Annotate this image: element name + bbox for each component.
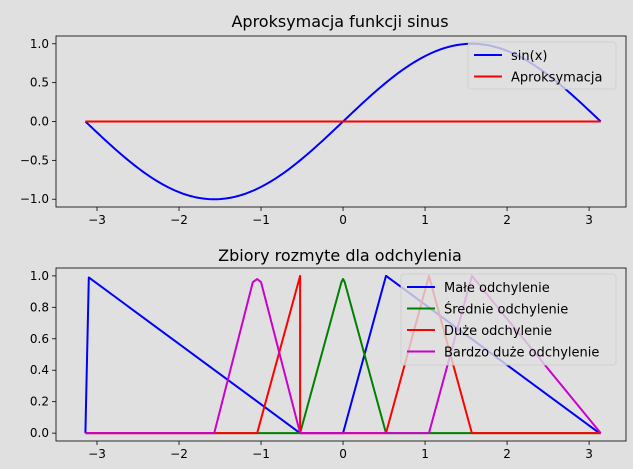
- legend-box: [467, 41, 617, 90]
- y-tick-label: 0.8: [30, 300, 49, 314]
- x-tick-label: 3: [585, 213, 593, 227]
- x-tick-label: 2: [503, 447, 511, 461]
- x-tick-label: 0: [339, 447, 347, 461]
- x-tick-label: 1: [421, 213, 429, 227]
- y-tick-label: 0.2: [30, 395, 49, 409]
- legend-entry: Małe odchylenie: [444, 281, 550, 296]
- x-tick-label: −1: [252, 447, 270, 461]
- subplot-sine-approximation: Aproksymacja funkcji sinus −3 −2 −1 0 1 2 3 −1.…: [20, 12, 627, 227]
- axes-frame: [55, 35, 627, 208]
- legend-entry: Średnie odchylenie: [444, 302, 568, 318]
- y-tick-label: −1.0: [20, 192, 49, 206]
- y-tick-label: 0.0: [30, 115, 49, 129]
- y-tick-label: 0.5: [30, 76, 49, 90]
- chart-title: Zbiory rozmyte dla odchylenia: [218, 246, 462, 265]
- y-tick-label: 0.6: [30, 332, 49, 346]
- legend-entry: Aproksymacja: [511, 71, 603, 86]
- legend-entry: sin(x): [511, 49, 547, 64]
- x-tick-label: 0: [339, 213, 347, 227]
- x-tick-label: 3: [585, 447, 593, 461]
- tick-group: −3 −2 −1 0 1 2 3 0.0 0.2 0.4 0.6 0.8 1.0: [30, 269, 593, 461]
- subplot-fuzzy-sets: Zbiory rozmyte dla odchylenia −3 −2 −1 0 1 2 3…: [30, 246, 627, 461]
- y-tick-label: 1.0: [30, 269, 49, 283]
- y-tick-label: 0.4: [30, 363, 49, 377]
- tick-group: −3 −2 −1 0 1 2 3 −1.0 −0.5 0.0 0.5 1.0: [20, 37, 593, 227]
- legend-box: [400, 273, 617, 366]
- axes-frame: [55, 267, 627, 442]
- legend: sin(x) Aproksymacja: [467, 41, 617, 90]
- x-tick-label: −1: [252, 213, 270, 227]
- legend-entry: Duże odchylenie: [444, 324, 552, 339]
- x-tick-label: −2: [170, 447, 188, 461]
- legend-entry: Bardzo duże odchylenie: [444, 346, 599, 361]
- x-tick-label: 2: [503, 213, 511, 227]
- x-tick-label: 1: [421, 447, 429, 461]
- x-tick-label: −3: [88, 447, 106, 461]
- y-tick-label: 1.0: [30, 37, 49, 51]
- chart-title: Aproksymacja funkcji sinus: [231, 12, 448, 31]
- y-tick-label: −0.5: [20, 153, 49, 167]
- y-tick-label: 0.0: [30, 426, 49, 440]
- x-tick-label: −2: [170, 213, 188, 227]
- x-tick-label: −3: [88, 213, 106, 227]
- legend: Małe odchylenie Średnie odchylenie Duże od…: [400, 273, 617, 366]
